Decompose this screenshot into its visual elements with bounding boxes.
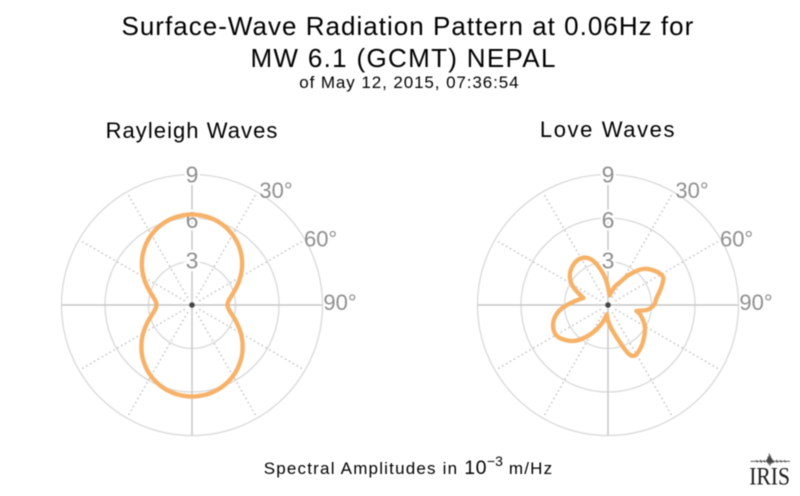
svg-text:6: 6	[602, 207, 615, 233]
svg-text:6: 6	[186, 207, 199, 233]
svg-text:3: 3	[186, 248, 199, 274]
svg-text:30°: 30°	[675, 178, 708, 203]
svg-text:3: 3	[602, 248, 615, 274]
svg-text:IRIS: IRIS	[749, 464, 790, 491]
svg-text:9: 9	[186, 161, 199, 187]
svg-text:60°: 60°	[304, 227, 337, 252]
svg-text:60°: 60°	[720, 227, 753, 252]
svg-text:90°: 90°	[739, 290, 772, 315]
svg-text:30°: 30°	[259, 178, 292, 203]
svg-text:9: 9	[602, 161, 615, 187]
svg-text:90°: 90°	[323, 290, 356, 315]
